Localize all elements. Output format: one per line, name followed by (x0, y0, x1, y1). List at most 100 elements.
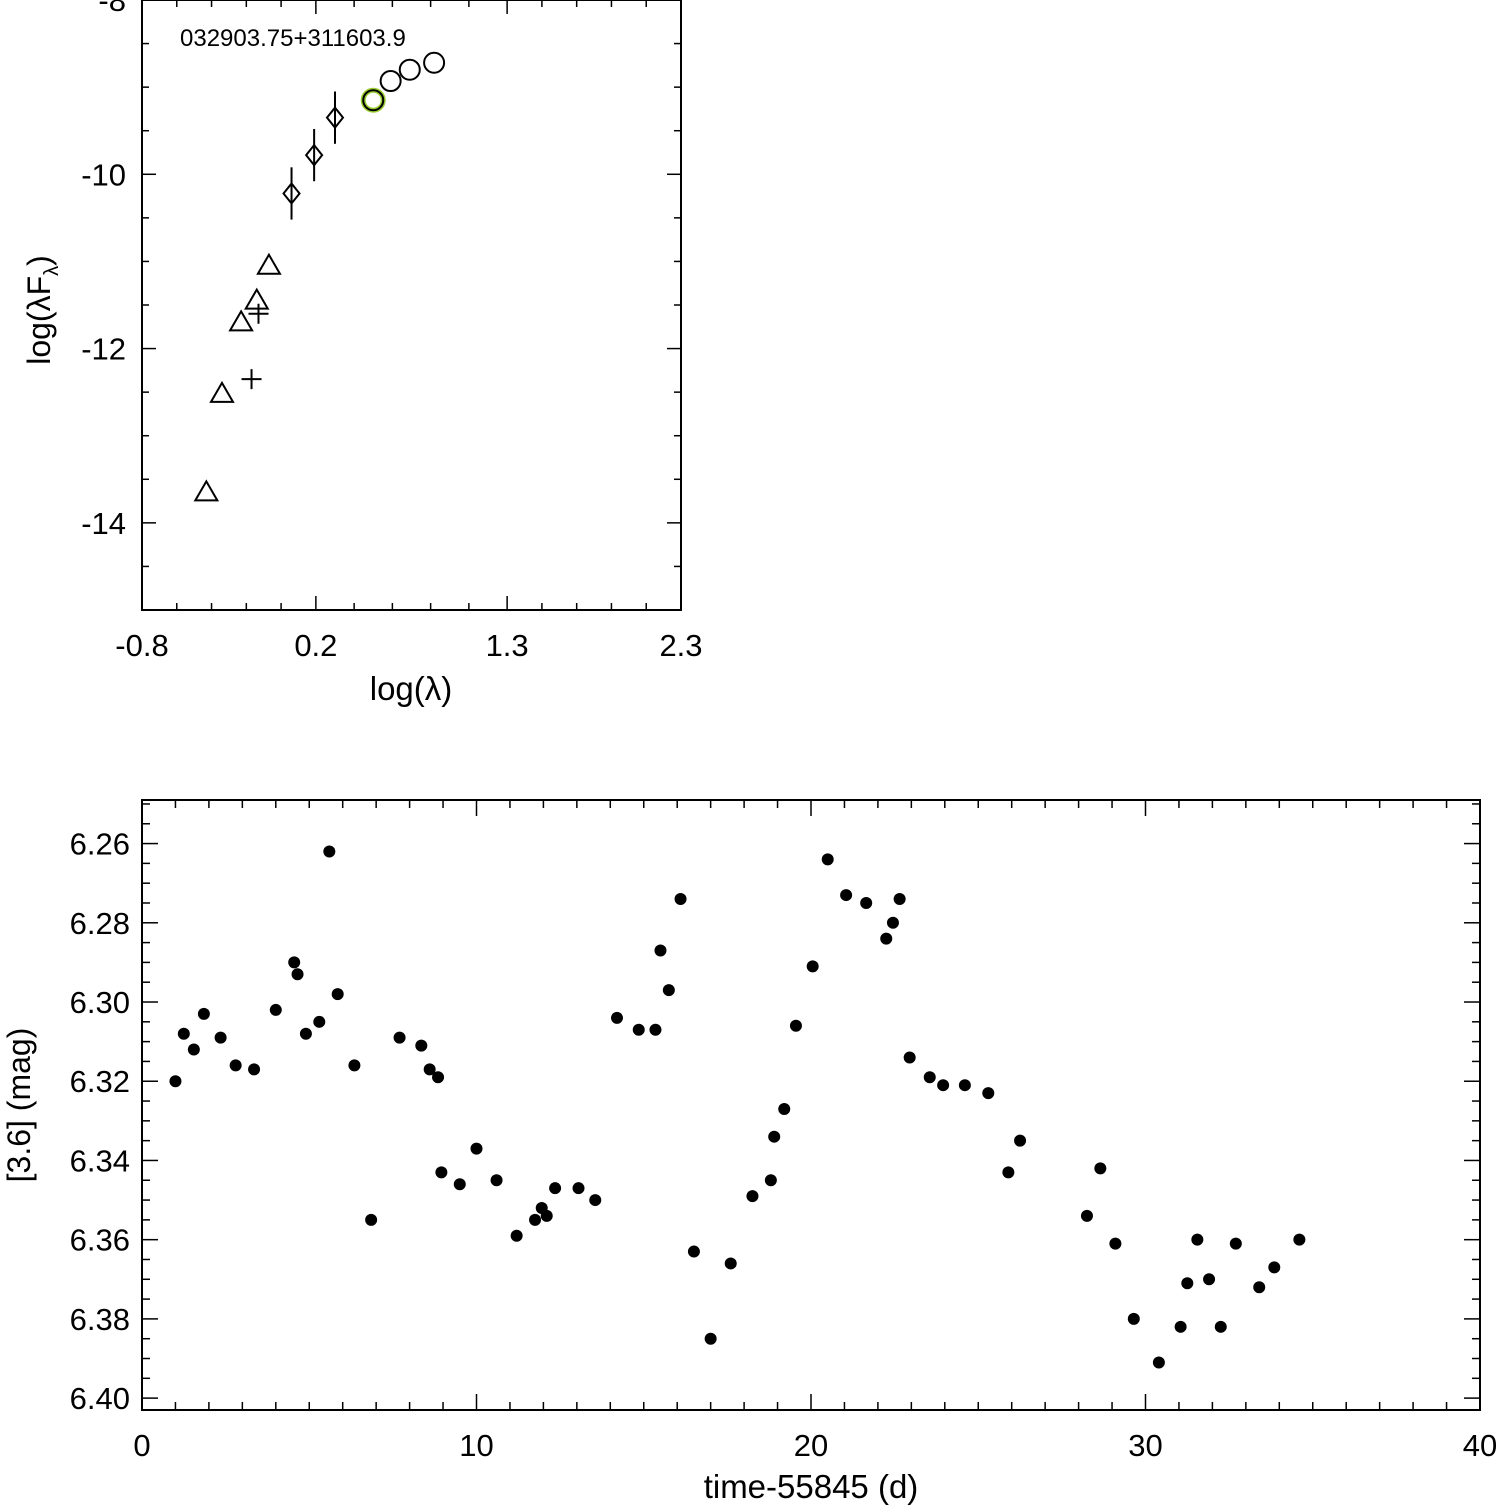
sed-circle-marker (362, 89, 385, 112)
light-curve-point (746, 1190, 759, 1203)
light-curve-point (821, 853, 834, 866)
light-curve-point (288, 956, 301, 969)
light-curve-point (893, 893, 906, 906)
light-curve-point (687, 1245, 700, 1258)
light-curve-tick-labels: 6.26 6.28 6.30 6.32 6.34 6.36 6.38 6.400 10 20 30 4… (70, 827, 1498, 1463)
light-curve-point (529, 1213, 542, 1226)
light-curve-point (1080, 1209, 1093, 1222)
light-curve-y-tick-label: 6.28 (70, 906, 130, 941)
light-curve-ticks (141, 800, 1481, 1410)
light-curve-point (248, 1063, 261, 1076)
sed-plot-frame (141, 0, 682, 611)
light-curve-point (778, 1102, 791, 1115)
light-curve-point (510, 1229, 523, 1242)
light-curve-y-tick-label: 6.36 (70, 1223, 130, 1258)
sed-x-axis-label: log(λ) (370, 670, 453, 707)
sed-tick-labels: -14 -12 -10 -8 -0.8 0.2 1.3 2.3 (81, 0, 702, 663)
light-curve-point (490, 1174, 503, 1187)
sed-source-name: 032903.75+311603.9 (180, 25, 406, 52)
light-curve-y-tick-label: 6.34 (70, 1143, 130, 1178)
sed-circle-marker (379, 70, 402, 93)
light-curve-x-tick-label: 20 (794, 1428, 828, 1463)
light-curve-point (1268, 1261, 1281, 1274)
sed-y-tick-label: -14 (81, 506, 126, 541)
light-curve-point (291, 968, 304, 981)
sed-y-tick-label: -10 (81, 157, 126, 192)
sed-ticks (141, 0, 682, 611)
light-curve-point (860, 896, 873, 909)
light-curve-plot: 6.26 6.28 6.30 6.32 6.34 6.36 6.38 6.400 10 20 30 4… (1, 799, 1498, 1505)
light-curve-point (432, 1071, 445, 1084)
light-curve-point (415, 1039, 428, 1052)
sed-circle-marker (423, 51, 446, 74)
light-curve-point (1203, 1273, 1216, 1286)
sed-diamond-marker (304, 143, 324, 167)
sed-plot: -14 -12 -10 -8 -0.8 0.2 1.3 2.3 032903.75+31160… (21, 0, 703, 707)
sed-y-axis-label: log(λFλ) (21, 255, 63, 365)
sed-triangle-marker (193, 479, 220, 502)
sed-triangle-marker (209, 380, 235, 403)
light-curve-point (1214, 1320, 1227, 1333)
light-curve-point (187, 1043, 200, 1056)
sed-data-points (193, 51, 446, 502)
sed-circle-marker (398, 58, 421, 81)
light-curve-point (169, 1075, 182, 1088)
sed-diamond-marker (325, 106, 345, 130)
light-curve-point (768, 1130, 781, 1143)
light-curve-point (1094, 1162, 1107, 1175)
light-curve-point (958, 1079, 971, 1092)
light-curve-point (674, 893, 687, 906)
light-curve-point (840, 889, 853, 902)
light-curve-point (549, 1182, 562, 1195)
light-curve-point (1181, 1277, 1194, 1290)
light-curve-point (331, 988, 344, 1001)
sed-triangle-marker (256, 252, 282, 275)
sed-x-tick-label: -0.8 (115, 628, 168, 663)
light-curve-y-axis-label: [3.6] (mag) (1, 1028, 37, 1183)
sed-x-tick-label: 2.3 (659, 628, 702, 663)
sed-plus-marker (241, 369, 262, 390)
light-curve-point (982, 1087, 995, 1100)
sed-y-tick-label: -8 (98, 0, 126, 18)
light-curve-y-tick-label: 6.38 (70, 1302, 130, 1337)
light-curve-x-tick-label: 10 (459, 1428, 493, 1463)
light-curve-point (177, 1027, 190, 1040)
light-curve-point (806, 960, 819, 973)
light-curve-point (903, 1051, 916, 1064)
light-curve-point (1127, 1312, 1140, 1325)
light-curve-point (1253, 1281, 1266, 1294)
light-curve-point (435, 1166, 448, 1179)
light-curve-y-tick-label: 6.26 (70, 827, 130, 862)
sed-diamond-marker (282, 181, 301, 206)
light-curve-point (1191, 1233, 1204, 1246)
light-curve-point (1152, 1356, 1165, 1369)
light-curve-point (610, 1011, 623, 1024)
light-curve-point (589, 1194, 602, 1207)
light-curve-point (313, 1015, 326, 1028)
light-curve-x-tick-label: 30 (1128, 1428, 1162, 1463)
light-curve-point (299, 1027, 312, 1040)
light-curve-point (923, 1071, 936, 1084)
light-curve-point (453, 1178, 466, 1191)
light-curve-point (1014, 1134, 1027, 1147)
sed-x-tick-label: 1.3 (486, 628, 529, 663)
light-curve-point (789, 1019, 802, 1032)
light-curve-point (880, 932, 893, 945)
light-curve-point (632, 1023, 645, 1036)
light-curve-point (323, 845, 336, 858)
sed-y-axis-label-close: ) (21, 255, 57, 266)
light-curve-y-tick-label: 6.30 (70, 985, 130, 1020)
light-curve-data-points (169, 845, 1306, 1369)
light-curve-point (1293, 1233, 1306, 1246)
light-curve-point (269, 1003, 282, 1016)
light-curve-y-tick-label: 6.40 (70, 1381, 130, 1416)
sed-plus-marker (248, 303, 269, 324)
light-curve-point (937, 1079, 950, 1092)
light-curve-point (886, 916, 899, 929)
light-curve-plot-frame (141, 799, 1481, 1411)
sed-x-tick-label: 0.2 (294, 628, 337, 663)
light-curve-point (1109, 1237, 1122, 1250)
light-curve-point (348, 1059, 361, 1072)
light-curve-x-tick-label: 40 (1463, 1428, 1497, 1463)
light-curve-point (470, 1142, 483, 1155)
